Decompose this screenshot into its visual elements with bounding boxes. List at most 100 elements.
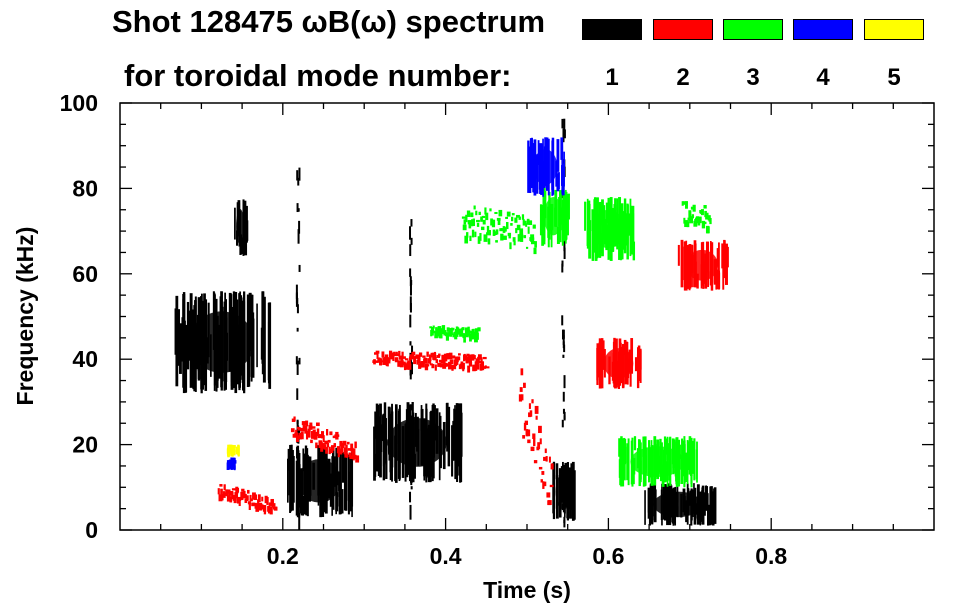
spectral-mark: [537, 140, 540, 165]
spectral-mark: [386, 361, 389, 367]
spectral-mark: [215, 298, 218, 392]
spectral-mark: [423, 357, 428, 364]
spectral-mark: [206, 337, 209, 364]
spectral-mark: [677, 439, 681, 487]
spectral-mark: [238, 499, 241, 507]
spectral-mark: [526, 429, 531, 437]
spectral-mark: [716, 248, 719, 267]
spectral-mark: [399, 360, 404, 368]
spectral-mark: [395, 351, 398, 356]
spectral-mark: [480, 357, 483, 366]
spectral-mark: [562, 354, 565, 358]
spectral-mark: [499, 228, 503, 232]
spectral-mark: [244, 498, 248, 504]
spectral-mark: [468, 361, 473, 367]
spectral-mark: [477, 236, 481, 244]
spectral-mark: [416, 416, 419, 452]
spectral-mark: [329, 431, 333, 436]
spectral-mark: [402, 356, 406, 359]
spectral-mark: [253, 494, 258, 501]
spectral-mark: [410, 441, 413, 451]
spectral-mark: [700, 264, 703, 289]
spectral-mark: [639, 350, 642, 370]
spectral-mark: [555, 463, 559, 480]
spectral-mark: [184, 355, 187, 393]
spectral-mark: [495, 240, 498, 243]
spectral-mark: [561, 419, 564, 428]
axis-tick-labels: 0.2 0.4 0.6 0.8 0 20 40 60 80 100: [60, 90, 788, 569]
spectral-mark: [336, 450, 339, 486]
spectral-mark: [538, 466, 543, 470]
spectral-mark: [397, 360, 401, 367]
spectral-mark: [538, 161, 541, 190]
spectral-mark: [563, 415, 566, 420]
spectral-mark: [514, 217, 518, 223]
spectral-mark: [346, 441, 350, 445]
spectral-mark: [516, 224, 521, 231]
spectral-mark: [603, 348, 606, 378]
spectral-mark: [467, 326, 470, 331]
spectral-mark: [384, 354, 389, 360]
spectral-mark: [257, 494, 261, 503]
spectral-mark: [564, 462, 568, 508]
spectral-mark: [608, 356, 611, 385]
spectral-mark: [682, 201, 687, 205]
spectral-mark: [544, 137, 548, 154]
spectral-mark: [393, 353, 398, 357]
spectral-mark: [476, 332, 479, 340]
y-tick-label: 40: [72, 346, 98, 372]
spectral-mark: [486, 225, 490, 234]
spectral-mark: [202, 315, 205, 349]
spectral-mark: [321, 443, 325, 449]
feature-mode-1: [174, 291, 272, 394]
spectral-mark: [705, 212, 709, 220]
spectral-mark: [418, 363, 422, 369]
spectral-mark: [696, 273, 699, 289]
spectral-mark: [517, 234, 521, 242]
spectral-mark: [321, 447, 325, 496]
spectral-mark: [688, 210, 692, 219]
spectral-mark: [481, 215, 486, 219]
spectral-mark: [249, 494, 252, 502]
spectral-mark: [532, 433, 536, 439]
spectral-mark: [531, 237, 535, 241]
spectral-mark: [465, 214, 468, 223]
spectral-mark: [325, 446, 328, 454]
spectral-mark: [491, 219, 496, 228]
spectral-mark: [236, 202, 239, 237]
spectral-mark: [327, 439, 331, 443]
spectral-mark: [515, 228, 518, 234]
spectral-mark: [248, 502, 251, 511]
spectral-mark: [451, 364, 454, 371]
spectral-mark: [431, 326, 435, 334]
spectral-mark: [636, 354, 640, 389]
spectral-mark: [426, 428, 430, 477]
spectral-mark: [301, 421, 306, 426]
spectral-mark: [696, 496, 699, 519]
spectral-mark: [475, 328, 479, 333]
spectral-mark: [699, 502, 702, 526]
spectral-mark: [326, 442, 330, 448]
spectral-mark: [619, 342, 622, 368]
spectral-mark: [298, 459, 300, 516]
feature-mode-1: [644, 483, 717, 526]
spectral-mark: [432, 405, 435, 447]
spectral-mark: [550, 203, 554, 231]
spectral-mark: [325, 458, 328, 500]
spectral-mark: [541, 215, 544, 246]
spectral-mark: [487, 238, 491, 245]
spectral-mark: [521, 214, 525, 220]
spectral-mark: [510, 216, 514, 222]
spectral-mark: [442, 421, 446, 470]
spectral-mark: [617, 369, 620, 389]
spectral-mark: [632, 461, 635, 485]
spectral-mark: [478, 360, 482, 364]
spectral-mark: [355, 455, 360, 463]
spectral-mark: [709, 217, 712, 225]
spectral-mark: [241, 341, 245, 383]
spectral-mark: [507, 232, 512, 237]
spectral-mark: [680, 493, 683, 518]
feature-mode-4: [527, 137, 565, 197]
spectral-mark: [716, 269, 719, 290]
